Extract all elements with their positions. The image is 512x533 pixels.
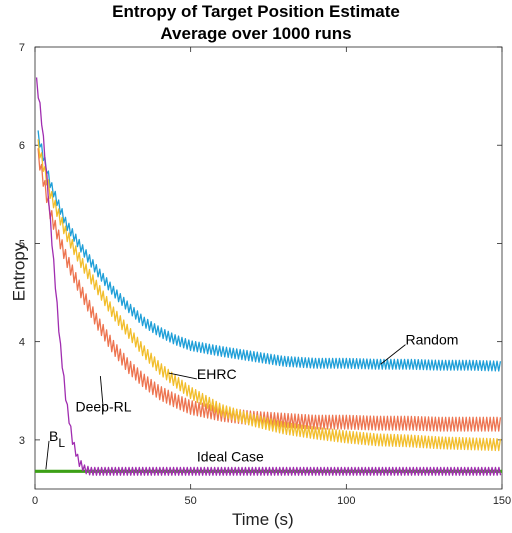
annotation-pointer-ehrc (168, 372, 197, 380)
x-tick-label: 50 (185, 495, 197, 507)
annotation-random: Random (405, 332, 458, 348)
chart-title-line-1: Entropy of Target Position Estimate (112, 2, 400, 21)
annotation-deep-rl: Deep-RL (75, 398, 131, 414)
y-tick-label: 7 (19, 42, 25, 54)
x-axis-label: Time (s) (232, 510, 294, 529)
series-line-random (37, 130, 502, 372)
series-line-deep-rl (37, 148, 502, 432)
annotation-pointer-bl (45, 440, 50, 470)
axes-box (34, 46, 503, 490)
series-line-ideal-case (35, 77, 502, 476)
x-tick-label: 100 (337, 495, 355, 507)
y-tick-label: 3 (19, 435, 25, 447)
chart-title-line-2: Average over 1000 runs (160, 24, 352, 43)
y-tick-label: 4 (19, 337, 25, 349)
annotation-pointer-random (380, 344, 406, 365)
annotation-pointer-deep-rl (99, 376, 104, 412)
annotation-ehrc: EHRC (197, 366, 237, 382)
x-tick-label: 150 (493, 495, 511, 507)
y-tick-label: 5 (19, 238, 25, 250)
annotation-ideal-case: Ideal Case (197, 448, 264, 464)
x-tick-label: 0 (32, 495, 38, 507)
series-line-ehrc (37, 139, 502, 452)
annotation-bl: BL (49, 428, 65, 450)
y-tick-label: 6 (19, 140, 25, 152)
